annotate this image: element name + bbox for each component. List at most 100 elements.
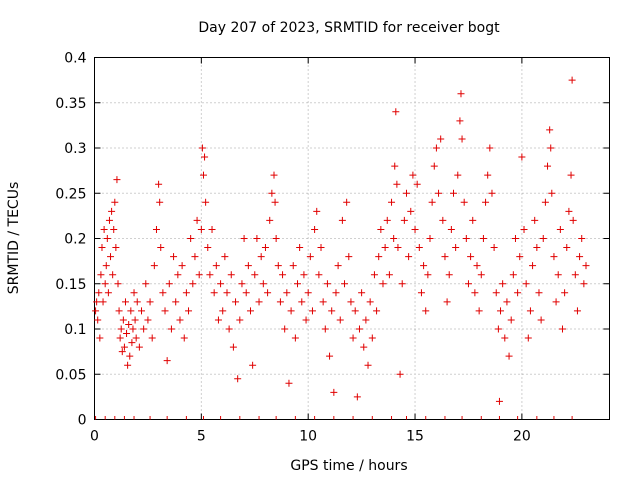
data-point [210,289,218,297]
data-point [268,189,276,197]
data-point [520,225,528,233]
data-point [223,289,231,297]
data-point [535,289,543,297]
data-point [499,280,507,288]
data-point [409,171,417,179]
data-point [568,76,576,84]
data-point [497,307,505,315]
data-point [108,207,116,215]
data-point [353,393,361,401]
data-point [576,253,584,261]
data-point [189,280,197,288]
data-point [328,307,336,315]
data-point [439,216,447,224]
data-point [422,307,430,315]
data-point [157,244,165,252]
data-point [111,198,119,206]
data-point [484,171,492,179]
data-point [195,271,203,279]
data-point [447,225,455,233]
data-point [311,225,319,233]
data-point [289,262,297,270]
data-point [488,189,496,197]
data-point [565,207,573,215]
data-point [199,171,207,179]
data-point [495,397,503,405]
data-point [492,289,500,297]
data-point [443,298,451,306]
data-point [364,361,372,369]
data-point [279,271,287,279]
data-point [417,289,425,297]
data-point [398,280,406,288]
data-point [413,180,421,188]
data-point [255,298,263,306]
data-point [104,289,112,297]
data-point [93,298,101,306]
data-point [291,334,299,342]
data-point [132,334,140,342]
data-point [550,253,558,261]
data-point [103,235,111,242]
data-point [120,343,128,351]
data-point [319,298,327,306]
data-point [415,244,423,252]
data-point [509,271,517,279]
data-point [511,235,519,242]
data-point [569,216,577,224]
data-point [238,280,246,288]
data-point [185,307,193,315]
y-tick-label: 0.4 [64,51,86,67]
data-point [479,235,487,242]
data-point [152,225,160,233]
data-point [469,216,477,224]
data-point [135,343,143,351]
data-point [518,153,526,161]
data-point [127,307,135,315]
data-point [524,334,532,342]
data-point [161,307,169,315]
data-point [227,271,235,279]
data-point [257,253,265,261]
data-point [452,244,460,252]
data-point [165,280,173,288]
data-point [454,171,462,179]
y-tick-label: 0.25 [55,186,86,202]
data-point [172,298,180,306]
data-point [457,90,465,98]
data-point [326,352,334,360]
data-point [544,162,552,170]
data-point [101,280,109,288]
data-point [99,298,107,306]
data-point [95,289,103,297]
data-point [214,316,222,324]
data-point [170,253,178,261]
data-point [482,198,490,206]
data-point [198,144,206,152]
data-point [116,334,124,342]
data-point [360,343,368,351]
data-point [391,162,399,170]
data-point [146,298,154,306]
data-point [336,316,344,324]
data-point [400,216,408,224]
x-tick-label: 15 [406,429,424,445]
data-point [167,325,175,333]
data-point [253,235,261,242]
data-point [407,207,415,215]
data-point [571,271,579,279]
data-point [94,316,102,324]
data-point [396,370,404,378]
data-point [112,244,120,252]
data-point [296,244,304,252]
data-point [176,316,184,324]
data-point [323,280,331,288]
data-point [110,225,118,233]
data-point [150,262,158,270]
data-point [567,171,575,179]
data-point [302,316,310,324]
data-point [377,225,385,233]
data-point [321,325,329,333]
data-points [92,76,590,405]
data-point [294,280,302,288]
